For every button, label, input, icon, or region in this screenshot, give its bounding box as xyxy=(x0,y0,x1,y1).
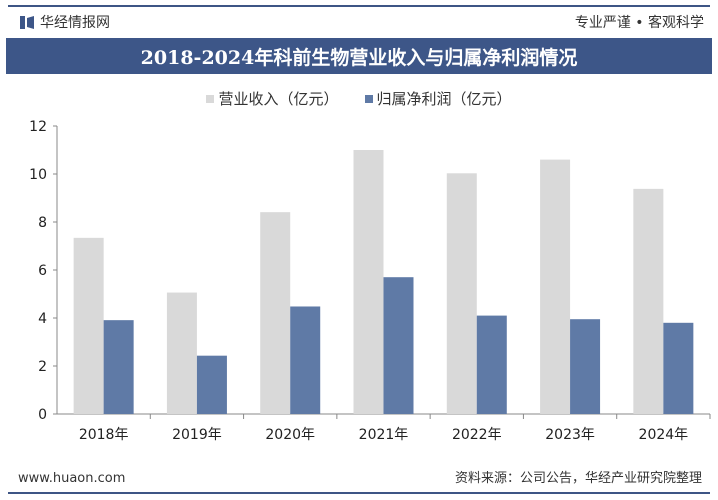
revenue-bar xyxy=(353,150,384,414)
x-tick-label: 2019年 xyxy=(172,427,222,443)
y-tick-label: 10 xyxy=(29,167,47,183)
legend-swatch xyxy=(206,94,215,103)
profit-bar xyxy=(570,319,601,414)
revenue-bar xyxy=(166,292,197,414)
profit-bar xyxy=(476,315,507,414)
y-tick-label: 6 xyxy=(38,263,47,279)
legend-label: 归属净利润（亿元） xyxy=(376,90,512,108)
profit-bar xyxy=(663,322,694,414)
legend-swatch xyxy=(364,94,373,103)
logo-icon xyxy=(20,15,34,29)
top-divider xyxy=(8,5,710,7)
profit-bar xyxy=(290,306,321,414)
brand-name: 华经情报网 xyxy=(40,15,110,31)
slogan: 专业严谨 • 客观科学 xyxy=(574,15,704,31)
legend: 营业收入（亿元） 归属净利润（亿元） xyxy=(0,88,718,109)
profit-bar xyxy=(103,320,134,414)
bottom-divider xyxy=(8,492,710,494)
revenue-bar xyxy=(446,173,477,414)
source-note: 资料来源：公司公告，华经产业研究院整理 xyxy=(454,471,702,486)
brand: 华经情报网 xyxy=(20,12,110,32)
revenue-bar xyxy=(73,237,104,414)
y-tick-label: 2 xyxy=(38,359,47,375)
y-tick-label: 4 xyxy=(38,311,47,327)
legend-item-revenue: 营业收入（亿元） xyxy=(206,88,339,109)
profit-bar xyxy=(196,355,227,414)
x-tick-label: 2022年 xyxy=(452,427,502,443)
revenue-bar xyxy=(540,159,571,414)
x-tick-label: 2018年 xyxy=(79,427,129,443)
profit-bar xyxy=(383,277,414,414)
revenue-bar xyxy=(633,188,664,414)
bar-chart: 0 2 4 6 8 10 12 2018年 2019年 2020年 2021年 2022年 2023年 2… xyxy=(29,119,711,443)
x-tick-label: 2023年 xyxy=(545,427,595,443)
y-tick-label: 12 xyxy=(29,119,47,135)
legend-label: 营业收入（亿元） xyxy=(218,90,339,108)
chart-title: 2018-2024年科前生物营业收入与归属净利润情况 xyxy=(6,38,712,74)
y-tick-label: 8 xyxy=(38,215,47,231)
legend-item-profit: 归属净利润（亿元） xyxy=(364,88,512,109)
x-tick-label: 2021年 xyxy=(359,427,409,443)
x-tick-label: 2020年 xyxy=(265,427,315,443)
y-tick-label: 0 xyxy=(38,407,47,423)
x-tick-label: 2024年 xyxy=(639,427,689,443)
website: www.huaon.com xyxy=(18,471,126,486)
revenue-bar xyxy=(260,212,291,414)
